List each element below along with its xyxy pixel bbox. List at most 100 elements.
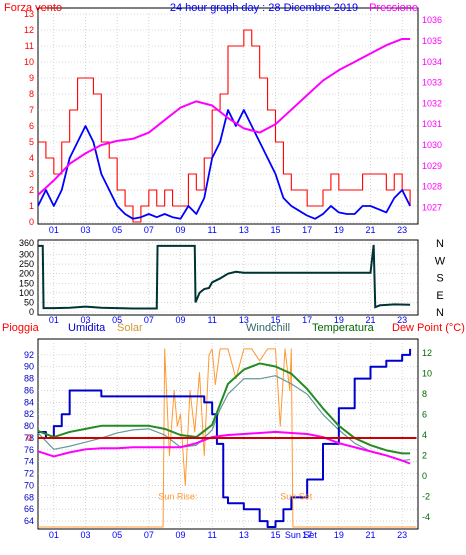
x-tick-label: 03 (80, 225, 90, 235)
annotation-sunrise: Sun Rise: (158, 492, 197, 502)
y-right-tick-label: 4 (422, 430, 427, 440)
y-left-tick-label: 66 (24, 504, 34, 514)
chart2-series (38, 244, 411, 310)
series-humidity (38, 348, 412, 528)
y-left-tick-label: 78 (24, 433, 34, 443)
x-tick-label: 03 (80, 530, 90, 540)
chart1-x-ticks: 01 03 05 07 09 11 13 15 17 19 21 23 (49, 225, 407, 235)
chart1-frame (37, 7, 419, 225)
x-tick-label: 09 (175, 225, 185, 235)
y-left-tick-label: 68 (24, 492, 34, 502)
y-left-tick-label: 0 (29, 307, 34, 317)
chart2-frame (37, 239, 419, 316)
compass-label: N (436, 307, 444, 319)
y-right-tick-label: 6 (422, 410, 427, 420)
x-tick-label: 21 (365, 530, 375, 540)
x-tick-label: 15 (270, 530, 280, 540)
y-left-tick-label: 88 (24, 374, 34, 384)
y-left-tick-label: 80 (24, 421, 34, 431)
x-tick-label: 17 (302, 225, 312, 235)
y-left-tick-label: 92 (24, 350, 34, 360)
y-left-tick-label: 90 (24, 362, 34, 372)
series-temperature (37, 362, 411, 455)
x-tick-label: 15 (270, 315, 280, 325)
x-tick-label: 07 (144, 225, 154, 235)
series-pressure (37, 37, 411, 196)
x-tick-label: 17 (302, 315, 312, 325)
x-tick-label: 09 (175, 315, 185, 325)
x-tick-label: 03 (80, 315, 90, 325)
y-left-tick-label: 84 (24, 397, 34, 407)
series-solar (38, 348, 417, 528)
x-tick-label: 09 (175, 530, 185, 540)
chart1-title: 24 hour graph day : 28 Dicembre 2019 (170, 2, 358, 14)
compass-label: S (436, 273, 443, 285)
y-right-tick-label: 1029 (422, 161, 442, 171)
chart2-grid (38, 242, 418, 313)
y-left-tick-label: 74 (24, 457, 34, 467)
y-right-tick-label: 1035 (422, 36, 442, 46)
y-right-tick-label: 1028 (422, 182, 442, 192)
y-left-tick-label: 70 (24, 480, 34, 490)
y-right-tick-label: 1031 (422, 119, 442, 129)
y-right-tick-label: 1033 (422, 78, 442, 88)
x-tick-label: 19 (334, 530, 344, 540)
x-tick-label: 19 (334, 315, 344, 325)
series-dewpoint (37, 430, 411, 465)
y-right-tick-label: 1030 (422, 140, 442, 150)
y-left-tick-label: 82 (24, 409, 34, 419)
chart1-right-ticks: 1027 1028 1029 1030 1031 1032 1033 1034 1035 1036 (422, 15, 442, 212)
x-tick-label: 11 (207, 315, 216, 325)
chart3-annotations: Sun Rise: Sun Set (158, 492, 312, 502)
y-left-tick-label: 12 (24, 25, 34, 35)
y-left-tick-label: 64 (24, 516, 34, 526)
y-left-tick-label: 1 (29, 201, 34, 211)
legend-item: Windchill (246, 322, 290, 334)
chart3-legend: Pioggia Umidita Solar Windchill Temperatura D… (2, 322, 465, 334)
chart1-left-axis-label: Forza vento (4, 2, 62, 14)
y-left-tick-label: 200 (19, 269, 34, 279)
x-tick-label: 19 (334, 225, 344, 235)
y-left-tick-label: 100 (19, 288, 34, 298)
x-tick-label: 21 (365, 315, 375, 325)
y-left-tick-label: 10 (24, 57, 34, 67)
x-tick-label: 07 (144, 315, 154, 325)
series-gust (38, 29, 411, 223)
legend-item: Dew Point (°C) (392, 322, 465, 334)
x-tick-label: 15 (270, 225, 280, 235)
y-left-tick-label: 72 (24, 469, 34, 479)
y-left-tick-label: 9 (29, 73, 34, 83)
series-direction (38, 244, 411, 310)
y-right-tick-label: 1032 (422, 98, 442, 108)
y-left-tick-label: 2 (29, 185, 34, 195)
chart3-right-ticks: -4 -2 0 2 4 6 8 10 12 (422, 348, 432, 522)
y-left-tick-label: 150 (19, 278, 34, 288)
y-left-tick-label: 76 (24, 445, 34, 455)
y-right-tick-label: 0 (422, 471, 427, 481)
y-left-tick-label: 6 (29, 121, 34, 131)
legend-item: Pioggia (2, 322, 40, 334)
y-right-tick-label: 1036 (422, 15, 442, 25)
annotation-sunset: Sun Set (280, 492, 313, 502)
x-tick-label: 11 (207, 530, 216, 540)
y-left-tick-label: 5 (29, 137, 34, 147)
y-left-tick-label: 0 (29, 217, 34, 227)
x-tick-label: 07 (144, 530, 154, 540)
x-tick-label: 13 (239, 530, 249, 540)
x-tick-label: 01 (49, 315, 59, 325)
y-right-tick-label: 1027 (422, 202, 442, 212)
chart1-right-axis-label: Pressione (369, 2, 418, 14)
x-tick-label: 05 (112, 530, 122, 540)
y-right-tick-label: 2 (422, 450, 427, 460)
y-left-tick-label: 4 (29, 153, 34, 163)
y-right-tick-label: -2 (422, 491, 430, 501)
x-tick-label: 23 (397, 530, 407, 540)
y-left-tick-label: 300 (19, 250, 34, 260)
legend-item: Umidita (68, 322, 106, 334)
y-right-tick-label: -4 (422, 512, 430, 522)
chart1-series (37, 29, 411, 223)
y-left-tick-label: 13 (24, 9, 34, 19)
chart2-x-ticks: 01 03 05 07 09 11 13 15 17 19 21 23 (49, 315, 407, 325)
